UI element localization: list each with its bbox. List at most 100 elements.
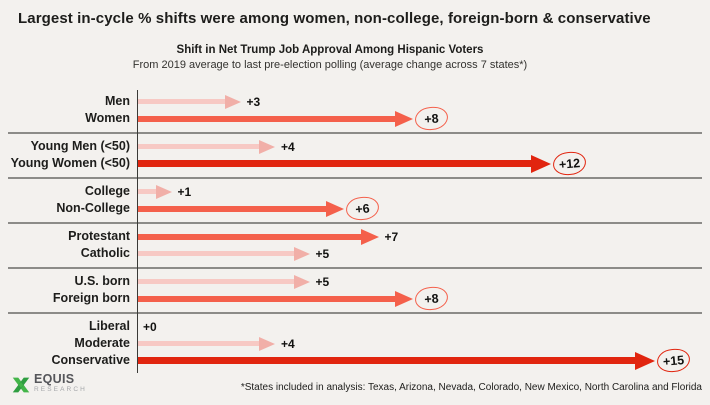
value-label: +1 <box>177 184 192 199</box>
arrow-shaft <box>137 205 326 212</box>
chart-row: Protestant +7 <box>8 228 702 245</box>
arrow-shaft <box>137 357 635 364</box>
shift-arrow <box>137 351 655 370</box>
category-label: Women <box>85 111 130 125</box>
chart-row: Young Men (<50) +4 <box>8 138 702 155</box>
baseline-axis <box>137 90 138 373</box>
arrow-cell: +15 <box>137 347 691 374</box>
circled-value: +15 <box>655 347 691 374</box>
arrow-head-icon <box>293 274 310 289</box>
category-label: Conservative <box>51 353 130 367</box>
arrow-cell: +3 <box>137 93 260 110</box>
shift-arrow <box>137 94 241 109</box>
arrow-chart: Men +3 Women +8 Young Men (<50) +4 Young Women… <box>8 90 702 374</box>
arrow-shaft <box>137 115 395 122</box>
shift-arrow <box>137 246 310 261</box>
category-label: Protestant <box>68 229 130 243</box>
category-label: Non-College <box>56 201 130 215</box>
circled-value: +8 <box>414 285 449 312</box>
arrow-shaft <box>137 99 225 104</box>
arrow-cell: +4 <box>137 138 295 155</box>
value-label: +4 <box>281 139 295 154</box>
category-label: Catholic <box>80 246 130 260</box>
page-title: Largest in-cycle % shifts were among wom… <box>18 10 651 27</box>
arrow-cell: +4 <box>137 335 295 352</box>
shift-arrow <box>137 200 344 217</box>
category-label: Foreign born <box>52 291 130 305</box>
chart-group: Liberal +0 Moderate +4 Conservative +15 <box>8 314 702 374</box>
chart-header: Shift in Net Trump Job Approval Among Hi… <box>0 44 660 71</box>
arrow-cell: +7 <box>137 228 398 245</box>
circled-value: +6 <box>345 195 380 222</box>
value-label: +0 <box>143 319 157 334</box>
chart-title: Shift in Net Trump Job Approval Among Hi… <box>176 44 484 56</box>
shift-arrow <box>137 139 275 154</box>
chart-group: U.S. born +5 Foreign born +8 <box>8 269 702 314</box>
arrow-shaft <box>137 189 156 194</box>
arrow-cell: +6 <box>137 195 380 222</box>
category-label: Young Women (<50) <box>10 156 130 170</box>
value-label: +5 <box>315 246 330 261</box>
arrow-cell: +8 <box>137 285 449 312</box>
arrow-head-icon <box>395 290 413 307</box>
equis-logo: EQUIS RESEARCH <box>10 373 87 396</box>
shift-arrow <box>137 336 275 351</box>
chart-row: Women +8 <box>8 105 702 132</box>
category-label: Liberal <box>89 319 130 333</box>
arrow-cell: +1 <box>137 183 191 200</box>
arrow-shaft <box>137 295 395 302</box>
category-label: Young Men (<50) <box>30 139 130 153</box>
chart-subtitle: From 2019 average to last pre-election p… <box>132 59 528 71</box>
arrow-shaft <box>137 341 259 346</box>
arrow-shaft <box>137 279 294 284</box>
chart-row: Non-College +6 <box>8 195 702 222</box>
chart-row: Foreign born +8 <box>8 285 702 312</box>
arrow-head-icon <box>531 154 551 173</box>
circled-value: +12 <box>552 150 587 177</box>
arrow-head-icon <box>259 139 275 154</box>
chart-group: Young Men (<50) +4 Young Women (<50) +12 <box>8 134 702 179</box>
category-label: College <box>84 184 130 198</box>
shift-arrow <box>137 228 379 245</box>
arrow-head-icon <box>395 110 413 127</box>
arrow-cell: +8 <box>137 105 449 132</box>
shift-arrow <box>137 274 310 289</box>
chart-row: Conservative +15 <box>8 347 702 374</box>
shift-arrow <box>137 154 551 173</box>
chart-row: Catholic +5 <box>8 245 702 262</box>
chart-row: Liberal +0 <box>8 318 702 335</box>
chart-row: Young Women (<50) +12 <box>8 150 702 177</box>
arrow-cell: +0 <box>137 318 157 335</box>
arrow-cell: +12 <box>137 150 587 177</box>
arrow-head-icon <box>360 228 379 245</box>
value-label: +3 <box>246 94 261 109</box>
arrow-head-icon <box>155 184 172 199</box>
arrow-head-icon <box>326 200 344 217</box>
chart-row: Men +3 <box>8 93 702 110</box>
arrow-shaft <box>137 233 361 240</box>
chart-row: U.S. born +5 <box>8 273 702 290</box>
chart-row: Moderate +4 <box>8 335 702 352</box>
arrow-head-icon <box>634 351 655 370</box>
arrow-shaft <box>137 251 294 256</box>
category-label: U.S. born <box>74 274 130 288</box>
shift-arrow <box>137 184 172 199</box>
logo-sub: RESEARCH <box>34 385 87 393</box>
chart-row: College +1 <box>8 183 702 200</box>
shift-arrow <box>137 110 413 127</box>
arrow-shaft <box>137 160 531 167</box>
arrow-shaft <box>137 144 259 149</box>
circled-value: +8 <box>414 105 449 132</box>
arrow-cell: +5 <box>137 245 329 262</box>
chart-group: Protestant +7 Catholic +5 <box>8 224 702 269</box>
shift-arrow <box>137 290 413 307</box>
arrow-head-icon <box>293 246 310 261</box>
arrow-head-icon <box>224 94 241 109</box>
chart-group: College +1 Non-College +6 <box>8 179 702 224</box>
footnote: *States included in analysis: Texas, Ari… <box>240 382 702 393</box>
category-label: Moderate <box>74 336 130 350</box>
chart-group: Men +3 Women +8 <box>8 90 702 134</box>
logo-name: EQUIS <box>34 372 75 386</box>
value-label: +5 <box>315 274 330 289</box>
